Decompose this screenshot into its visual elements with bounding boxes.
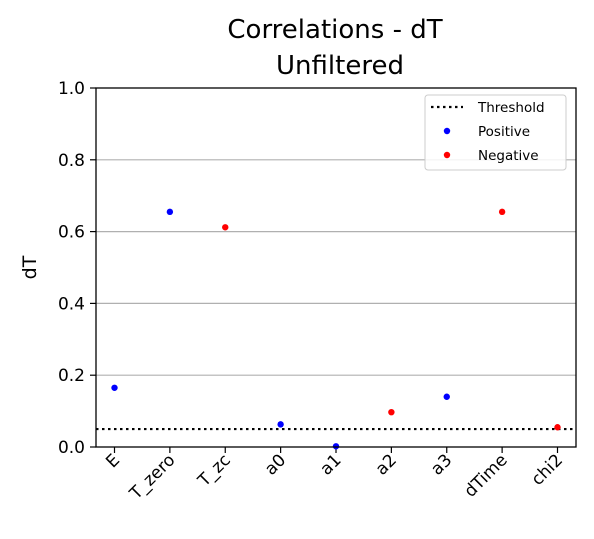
legend-positive-swatch <box>443 127 451 135</box>
x-tick-label: a1 <box>316 450 345 479</box>
y-tick-label: 0.4 <box>58 294 85 314</box>
x-tick-label: chi2 <box>528 450 567 489</box>
x-tick-label: T_zero <box>125 450 179 504</box>
y-tick-label: 0.0 <box>58 438 85 458</box>
chart-title: Correlations - dT <box>227 15 442 45</box>
x-tick-label: E <box>102 450 124 472</box>
legend-box <box>424 94 567 171</box>
y-tick-label: 0.8 <box>58 151 85 171</box>
data-point-negative <box>388 408 395 416</box>
legend: Threshold Positive Negative <box>424 94 567 171</box>
x-tick-label: a2 <box>372 450 401 479</box>
data-point-positive <box>443 393 450 400</box>
data-point-negative <box>554 424 561 431</box>
y-tick-label: 1.0 <box>58 79 85 99</box>
y-tick-label: 0.6 <box>58 223 85 243</box>
plot-frame <box>95 87 577 448</box>
data-point-positive <box>332 443 340 450</box>
data-point-positive <box>111 384 118 391</box>
data-point-negative <box>498 208 506 216</box>
data-points <box>111 208 561 450</box>
x-tick-label: a0 <box>261 450 290 479</box>
x-tick-label: a3 <box>427 450 456 479</box>
data-point-positive <box>166 208 174 216</box>
chart-subtitle: Unfiltered <box>276 51 404 81</box>
data-point-positive <box>277 421 284 428</box>
x-axis: E T_zero T_zc a0 a1 a2 a3 dTime chi2 <box>102 447 567 504</box>
grid <box>96 159 576 376</box>
y-tick-label: 0.2 <box>58 366 85 386</box>
legend-entry-positive: Positive <box>478 124 530 140</box>
legend-entry-negative: Negative <box>478 148 539 164</box>
legend-negative-swatch <box>443 151 451 159</box>
y-axis-label: dT <box>19 255 41 279</box>
x-tick-label: T_zc <box>194 450 235 491</box>
data-point-negative <box>222 224 229 231</box>
x-tick-label: dTime <box>460 450 511 501</box>
legend-entry-threshold: Threshold <box>477 100 545 116</box>
y-axis: 0.0 0.2 0.4 0.6 0.8 1.0 <box>58 79 96 458</box>
